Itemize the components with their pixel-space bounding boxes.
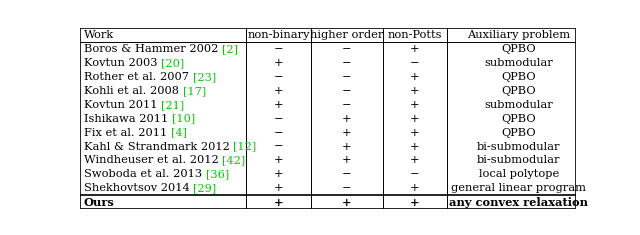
- Text: +: +: [273, 58, 284, 68]
- Text: Work: Work: [84, 30, 114, 40]
- Text: −: −: [342, 169, 351, 179]
- Text: QPBO: QPBO: [502, 128, 536, 138]
- Text: [2]: [2]: [222, 44, 238, 54]
- Text: −: −: [342, 58, 351, 68]
- Text: Auxiliary problem: Auxiliary problem: [467, 30, 570, 40]
- Text: non-binary: non-binary: [247, 30, 310, 40]
- Text: −: −: [342, 86, 351, 96]
- Text: higher order: higher order: [310, 30, 383, 40]
- Text: [17]: [17]: [182, 86, 206, 96]
- Text: [29]: [29]: [193, 183, 216, 193]
- Text: QPBO: QPBO: [502, 44, 536, 54]
- Text: [42]: [42]: [222, 155, 246, 165]
- Text: +: +: [273, 183, 284, 193]
- Text: +: +: [273, 197, 284, 208]
- Text: [20]: [20]: [161, 58, 184, 68]
- Text: local polytope: local polytope: [479, 169, 559, 179]
- Text: +: +: [273, 86, 284, 96]
- Text: Rother et al. 2007: Rother et al. 2007: [84, 72, 193, 82]
- Text: +: +: [410, 128, 420, 138]
- Text: non-Potts: non-Potts: [388, 30, 442, 40]
- Text: +: +: [342, 128, 351, 138]
- Text: −: −: [342, 183, 351, 193]
- Text: −: −: [274, 114, 283, 124]
- Text: +: +: [410, 100, 420, 110]
- Text: Ishikawa 2011: Ishikawa 2011: [84, 114, 172, 124]
- Text: QPBO: QPBO: [502, 72, 536, 82]
- Text: +: +: [410, 197, 420, 208]
- Text: [10]: [10]: [172, 114, 195, 124]
- Text: +: +: [342, 155, 351, 165]
- Text: submodular: submodular: [484, 58, 554, 68]
- Text: [23]: [23]: [193, 72, 216, 82]
- Text: submodular: submodular: [484, 100, 554, 110]
- Text: Fix et al. 2011: Fix et al. 2011: [84, 128, 171, 138]
- Text: +: +: [410, 114, 420, 124]
- Text: +: +: [273, 169, 284, 179]
- Text: Kovtun 2011: Kovtun 2011: [84, 100, 161, 110]
- Text: general linear program: general linear program: [451, 183, 586, 193]
- Text: −: −: [410, 169, 420, 179]
- Text: +: +: [342, 141, 351, 152]
- Text: Boros & Hammer 2002: Boros & Hammer 2002: [84, 44, 222, 54]
- Text: −: −: [274, 128, 283, 138]
- Text: +: +: [410, 155, 420, 165]
- Text: QPBO: QPBO: [502, 86, 536, 96]
- Text: [21]: [21]: [161, 100, 184, 110]
- Text: Windheuser et al. 2012: Windheuser et al. 2012: [84, 155, 222, 165]
- Text: −: −: [342, 72, 351, 82]
- Text: bi-submodular: bi-submodular: [477, 141, 561, 152]
- Text: −: −: [410, 58, 420, 68]
- Text: [4]: [4]: [171, 128, 187, 138]
- Text: −: −: [274, 141, 283, 152]
- Text: +: +: [342, 114, 351, 124]
- Text: +: +: [410, 141, 420, 152]
- Text: +: +: [273, 155, 284, 165]
- Text: Kohli et al. 2008: Kohli et al. 2008: [84, 86, 182, 96]
- Text: bi-submodular: bi-submodular: [477, 155, 561, 165]
- Text: Kahl & Strandmark 2012: Kahl & Strandmark 2012: [84, 141, 234, 152]
- Text: QPBO: QPBO: [502, 114, 536, 124]
- Text: Shekhovtsov 2014: Shekhovtsov 2014: [84, 183, 193, 193]
- Text: Ours: Ours: [84, 197, 115, 208]
- Text: −: −: [342, 44, 351, 54]
- Text: +: +: [342, 197, 351, 208]
- Text: +: +: [410, 86, 420, 96]
- Text: +: +: [273, 100, 284, 110]
- Text: −: −: [274, 72, 283, 82]
- Text: Kovtun 2003: Kovtun 2003: [84, 58, 161, 68]
- Text: Swoboda et al. 2013: Swoboda et al. 2013: [84, 169, 205, 179]
- Text: +: +: [410, 183, 420, 193]
- Text: −: −: [274, 44, 283, 54]
- Text: +: +: [410, 44, 420, 54]
- Text: any convex relaxation: any convex relaxation: [449, 197, 588, 208]
- Text: [36]: [36]: [205, 169, 229, 179]
- Text: −: −: [342, 100, 351, 110]
- Text: [12]: [12]: [234, 141, 257, 152]
- Text: +: +: [410, 72, 420, 82]
